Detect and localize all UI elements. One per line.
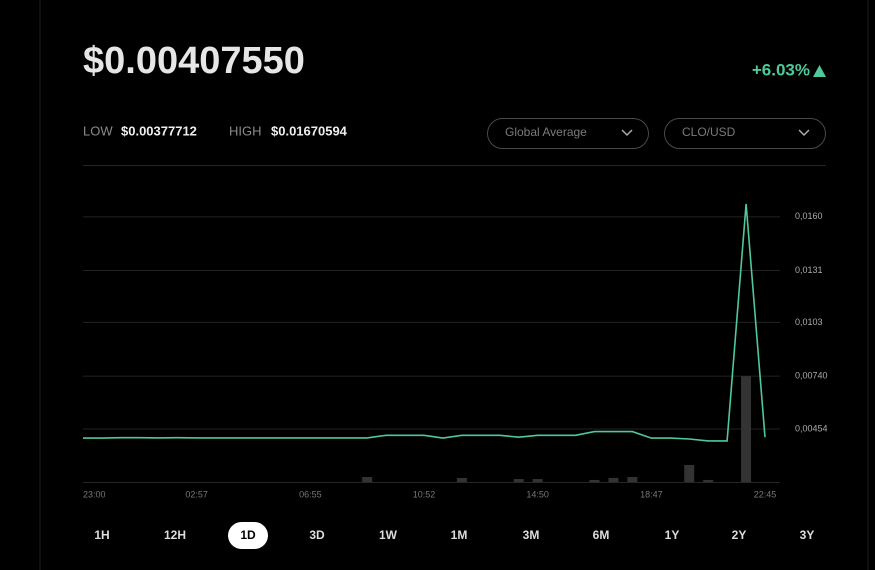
y-tick-label: 0,0131 — [795, 265, 823, 275]
volume-bar — [589, 479, 600, 482]
price-line — [83, 203, 766, 442]
dropdown-box[interactable] — [487, 118, 649, 149]
volume-bar — [456, 477, 467, 482]
high-value: $0.01670594 — [271, 123, 348, 138]
range-button[interactable]: 1D — [228, 522, 268, 549]
dropdown-text[interactable]: Global Average — [505, 125, 587, 139]
x-tick-label: 23:00 — [83, 489, 106, 499]
x-tick-label: 10:52 — [413, 489, 436, 499]
range-button-label[interactable]: 3D — [309, 528, 325, 542]
up-arrow — [813, 65, 826, 77]
y-tick-label: 0,0103 — [795, 317, 823, 327]
range-button-label[interactable]: 1W — [379, 528, 398, 542]
low-label: LOW — [83, 123, 113, 138]
y-tick-label: 0,00740 — [795, 370, 828, 380]
volume-bar — [703, 479, 714, 482]
range-button[interactable]: 3M — [523, 528, 540, 542]
chevron — [798, 129, 810, 137]
range-button-label[interactable]: 12H — [164, 528, 186, 542]
range-button[interactable]: 1W — [379, 528, 398, 542]
range-button[interactable]: 3D — [309, 528, 325, 542]
dropdown[interactable]: CLO/USD — [664, 118, 826, 149]
range-button-label[interactable]: 1D — [240, 528, 256, 542]
volume-bar — [684, 464, 695, 482]
volume-bar — [627, 477, 638, 482]
x-tick-label: 06:55 — [299, 489, 322, 499]
low-value: $0.00377712 — [121, 123, 197, 138]
range-button[interactable]: 6M — [593, 528, 610, 542]
volume-bar — [741, 376, 752, 482]
range-button[interactable]: 1Y — [665, 528, 680, 542]
y-tick-label: 0,0160 — [795, 211, 823, 221]
volume-bar — [362, 477, 373, 482]
dropdown-box[interactable] — [664, 118, 826, 149]
price: $0.00407550 — [83, 40, 305, 82]
volume-bar — [532, 479, 543, 482]
x-tick-label: 02:57 — [185, 489, 208, 499]
dropdown[interactable]: Global Average — [487, 118, 649, 149]
range-button-label[interactable]: 1M — [451, 528, 468, 542]
range-button-bg[interactable] — [228, 522, 268, 549]
range-button-label[interactable]: 1Y — [665, 528, 680, 542]
x-tick-label: 22:45 — [754, 489, 777, 499]
range-button[interactable]: 12H — [164, 528, 186, 542]
range-button-label[interactable]: 6M — [593, 528, 610, 542]
card — [39, 0, 869, 570]
y-tick-label: 0,00454 — [795, 423, 828, 433]
price-change: +6.03% — [752, 60, 810, 79]
range-button[interactable]: 3Y — [800, 528, 815, 542]
volume-bar — [513, 479, 524, 482]
range-button-label[interactable]: 2Y — [732, 528, 747, 542]
range-button[interactable]: 1H — [94, 528, 109, 542]
volume-bar — [608, 477, 619, 482]
range-button[interactable]: 1M — [451, 528, 468, 542]
dropdown-text[interactable]: CLO/USD — [682, 125, 736, 139]
range-button[interactable]: 2Y — [732, 528, 747, 542]
x-tick-label: 18:47 — [640, 489, 663, 499]
chevron — [621, 129, 633, 137]
range-button-label[interactable]: 3M — [523, 528, 540, 542]
range-button-label[interactable]: 1H — [94, 528, 109, 542]
x-tick-label: 14:50 — [526, 489, 549, 499]
range-button-label[interactable]: 3Y — [800, 528, 815, 542]
high-label: HIGH — [229, 123, 262, 138]
